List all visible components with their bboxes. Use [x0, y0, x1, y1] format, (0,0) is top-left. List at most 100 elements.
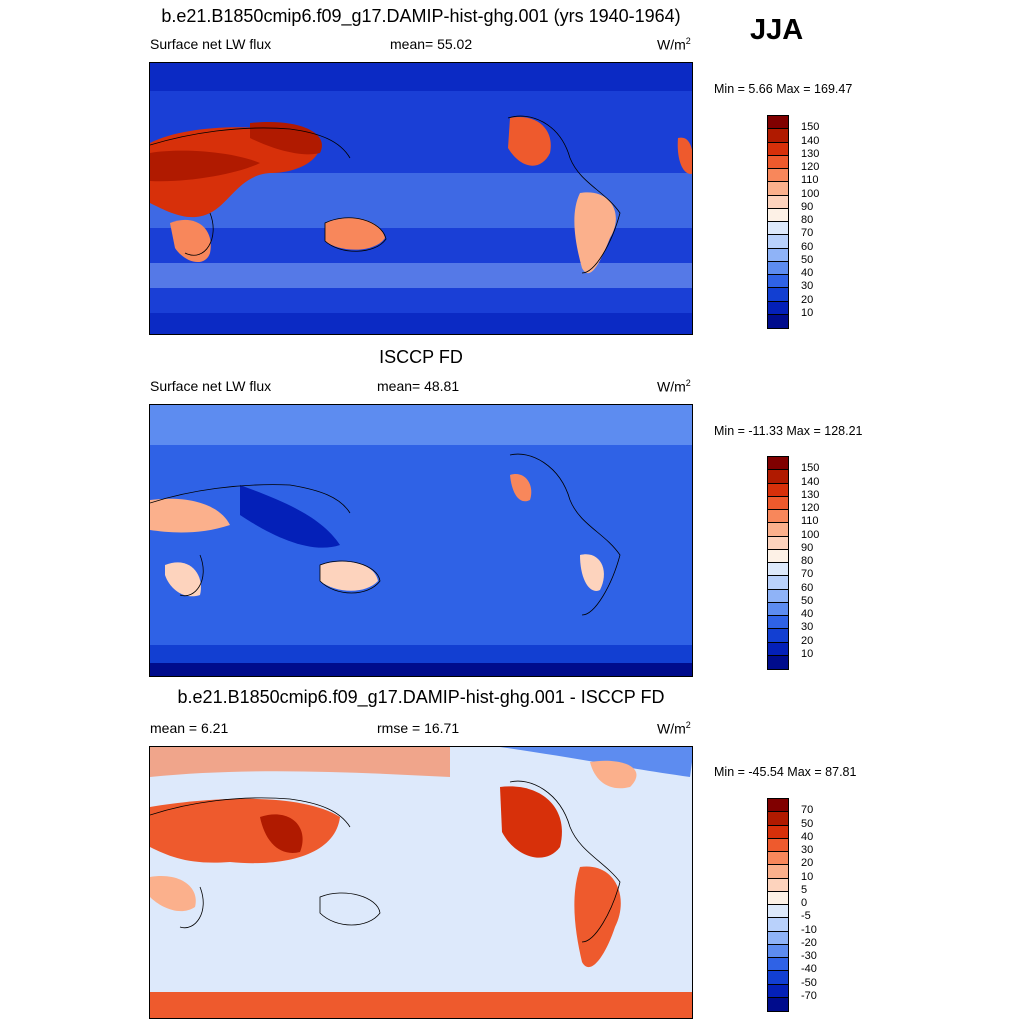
colorbar-tick-label: 30 [801, 621, 814, 634]
colorbar-tick-label: -5 [801, 910, 811, 923]
panel-2-map [149, 404, 693, 677]
colorbar-swatch [768, 261, 788, 275]
colorbar-swatch [768, 812, 788, 826]
map-arctic-region [150, 747, 450, 777]
map-sahara-region [150, 127, 321, 218]
colorbar-swatch [768, 838, 788, 852]
colorbar-tick-label: 60 [801, 240, 814, 253]
panel-2-colorbar-swatches [768, 457, 788, 669]
colorbar-swatch [768, 905, 788, 919]
colorbar-tick-label: 70 [801, 568, 814, 581]
colorbar-swatch [768, 642, 788, 656]
colorbar-swatch [768, 470, 788, 484]
colorbar-swatch [768, 891, 788, 905]
map-southern-africa-region [165, 562, 201, 597]
colorbar-tick-label: 150 [801, 121, 820, 134]
colorbar-swatch [768, 799, 788, 813]
panel-1-colorbar-swatches [768, 116, 788, 328]
map-antarctic-edge [150, 663, 692, 676]
panel-3-mean-label: mean = 6.21 [150, 720, 229, 736]
map-antarctic-band [150, 313, 692, 334]
colorbar-swatch [768, 195, 788, 209]
map-arctic-band [150, 63, 692, 91]
panel-1-colorbar [767, 115, 789, 329]
colorbar-swatch [768, 523, 788, 537]
map-sahara-core [150, 150, 260, 182]
colorbar-tick-label: 10 [801, 306, 814, 319]
colorbar-swatch [768, 457, 788, 471]
colorbar-tick-label: 130 [801, 147, 820, 160]
colorbar-tick-label: 110 [801, 515, 819, 528]
colorbar-tick-label: -50 [801, 976, 817, 989]
colorbar-swatch [768, 878, 788, 892]
colorbar-tick-label: 140 [801, 475, 820, 488]
colorbar-swatch [768, 997, 788, 1011]
panel-1-units: W/m2 [657, 36, 691, 53]
panel-3-title: b.e21.B1850cmip6.f09_g17.DAMIP-hist-ghg.… [177, 687, 665, 707]
map-antarctic-band [150, 992, 692, 1018]
colorbar-swatch [768, 655, 788, 669]
colorbar-tick-label: 110 [801, 174, 819, 187]
map-north-america-region [508, 117, 551, 166]
panel-3-units: W/m2 [657, 720, 691, 737]
panel-3-minmax: Min = -45.54 Max = 87.81 [714, 765, 857, 779]
panel-2-units: W/m2 [657, 378, 691, 395]
colorbar-tick-label: 10 [801, 870, 814, 883]
panel-3-rmse-label: rmse = 16.71 [377, 720, 460, 736]
map-australia-region [325, 218, 385, 250]
map-eurasia-region [150, 798, 340, 864]
colorbar-swatch [768, 852, 788, 866]
panel-2-mean-label: mean= 48.81 [377, 378, 460, 394]
panel-3-colorbar-swatches [768, 799, 788, 1011]
colorbar-tick-label: 30 [801, 844, 814, 856]
colorbar-tick-label: 20 [801, 634, 814, 647]
colorbar-tick-label: 50 [801, 594, 814, 607]
colorbar-tick-label: 70 [801, 227, 814, 240]
colorbar-swatch [768, 971, 788, 985]
colorbar-tick-label: 120 [801, 161, 820, 173]
colorbar-swatch [768, 958, 788, 972]
colorbar-swatch [768, 235, 788, 249]
colorbar-swatch [768, 510, 788, 524]
colorbar-swatch [768, 182, 788, 196]
colorbar-swatch [768, 496, 788, 510]
map-sahara-region [150, 498, 230, 533]
colorbar-tick-label: 30 [801, 280, 814, 293]
colorbar-tick-label: 10 [801, 647, 814, 660]
colorbar-tick-label: 60 [801, 581, 814, 594]
colorbar-swatch [768, 169, 788, 183]
colorbar-tick-label: 40 [801, 267, 814, 279]
map-central-asia-region [260, 814, 303, 853]
colorbar-tick-label: 140 [801, 134, 820, 147]
map-coastlines [150, 115, 621, 274]
panel-1-map [149, 62, 693, 335]
colorbar-tick-label: -70 [801, 989, 817, 1002]
colorbar-swatch [768, 155, 788, 169]
colorbar-swatch [768, 248, 788, 262]
season-label: JJA [750, 14, 804, 46]
panel-2-title: ISCCP FD [379, 347, 463, 367]
colorbar-swatch [768, 616, 788, 630]
colorbar-swatch [768, 918, 788, 932]
colorbar-tick-label: 100 [801, 528, 820, 541]
colorbar-tick-label: 90 [801, 541, 814, 554]
colorbar-swatch [768, 563, 788, 577]
map-greenland-region [590, 760, 637, 789]
colorbar-swatch [768, 142, 788, 156]
colorbar-swatch [768, 536, 788, 550]
map-australia-region [320, 561, 378, 591]
map-north-america-region [500, 786, 562, 858]
panel-2-minmax: Min = -11.33 Max = 128.21 [714, 424, 863, 438]
map-north-america-region [510, 474, 532, 502]
colorbar-tick-label: 80 [801, 555, 814, 567]
colorbar-swatch [768, 576, 788, 590]
colorbar-swatch [768, 129, 788, 143]
map-south-america-region [574, 866, 621, 968]
colorbar-tick-label: 50 [801, 253, 814, 266]
colorbar-swatch [768, 275, 788, 289]
colorbar-swatch [768, 208, 788, 222]
panel-1-mean-label: mean= 55.02 [390, 36, 473, 52]
colorbar-swatch [768, 549, 788, 563]
colorbar-swatch [768, 301, 788, 315]
colorbar-tick-label: 50 [801, 817, 814, 830]
